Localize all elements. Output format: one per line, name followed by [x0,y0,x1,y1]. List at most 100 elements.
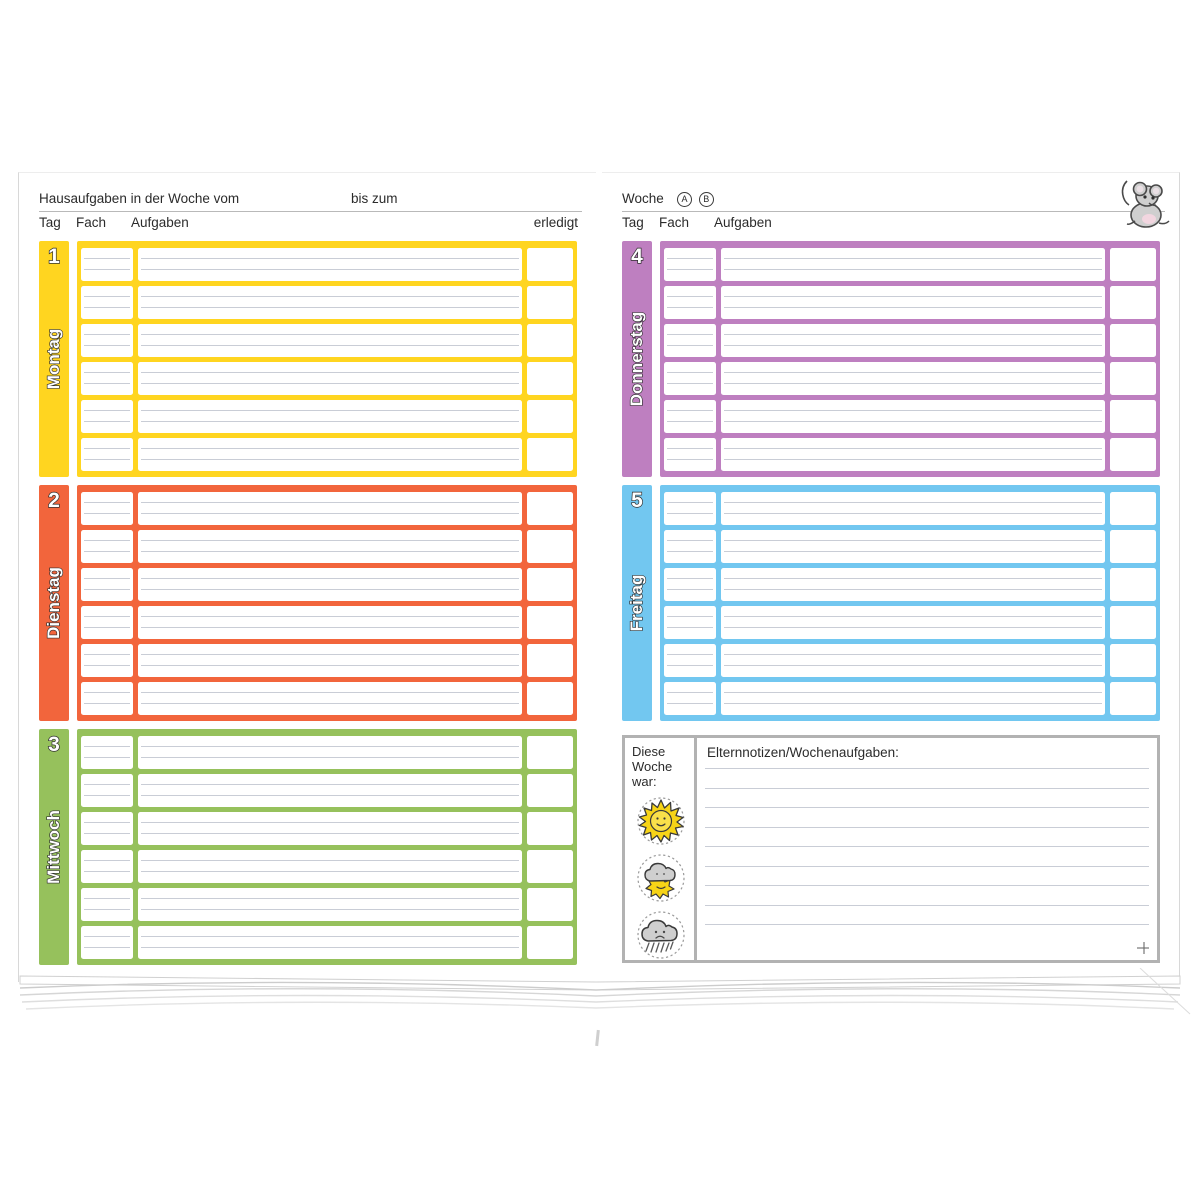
subject-cell[interactable] [81,491,133,525]
done-checkbox-cell[interactable] [527,323,573,357]
subject-cell[interactable] [664,529,716,563]
task-row[interactable] [81,771,573,809]
subject-cell[interactable] [664,491,716,525]
subject-cell[interactable] [81,399,133,433]
subject-cell[interactable] [81,887,133,921]
task-row[interactable] [81,527,573,565]
subject-cell[interactable] [81,643,133,677]
task-row[interactable] [664,359,1156,397]
subject-cell[interactable] [664,681,716,715]
task-row[interactable] [81,679,573,717]
task-row[interactable] [664,679,1156,717]
task-cell[interactable] [138,887,522,921]
subject-cell[interactable] [81,529,133,563]
task-row[interactable] [664,283,1156,321]
subject-cell[interactable] [664,361,716,395]
day-tab-mittwoch[interactable]: 3 Mittwoch [39,729,69,965]
task-cell[interactable] [138,399,522,433]
done-checkbox-cell[interactable] [527,849,573,883]
subject-cell[interactable] [81,681,133,715]
subject-cell[interactable] [81,437,133,471]
task-row[interactable] [81,641,573,679]
done-checkbox-cell[interactable] [527,491,573,525]
task-cell[interactable] [138,285,522,319]
sun-icon[interactable] [636,796,686,846]
task-row[interactable] [81,397,573,435]
task-cell[interactable] [138,849,522,883]
subject-cell[interactable] [81,811,133,845]
task-cell[interactable] [721,605,1105,639]
done-checkbox-cell[interactable] [527,605,573,639]
week-option-b[interactable]: B [698,192,714,207]
done-checkbox-cell[interactable] [527,643,573,677]
done-checkbox-cell[interactable] [527,887,573,921]
done-checkbox-cell[interactable] [1110,681,1156,715]
subject-cell[interactable] [81,773,133,807]
done-checkbox-cell[interactable] [1110,323,1156,357]
task-row[interactable] [664,565,1156,603]
subject-cell[interactable] [81,925,133,959]
task-row[interactable] [81,923,573,961]
done-checkbox-cell[interactable] [527,437,573,471]
subject-cell[interactable] [664,605,716,639]
done-checkbox-cell[interactable] [527,925,573,959]
task-cell[interactable] [138,361,522,395]
subject-cell[interactable] [81,361,133,395]
task-cell[interactable] [721,399,1105,433]
task-cell[interactable] [138,529,522,563]
task-cell[interactable] [138,735,522,769]
task-row[interactable] [81,359,573,397]
done-checkbox-cell[interactable] [1110,399,1156,433]
done-checkbox-cell[interactable] [527,735,573,769]
day-tab-donnerstag[interactable]: 4 Donnerstag [622,241,652,477]
task-cell[interactable] [138,605,522,639]
done-checkbox-cell[interactable] [527,567,573,601]
day-tab-montag[interactable]: 1 Montag [39,241,69,477]
task-row[interactable] [664,435,1156,473]
done-checkbox-cell[interactable] [527,773,573,807]
subject-cell[interactable] [81,735,133,769]
task-cell[interactable] [721,361,1105,395]
subject-cell[interactable] [664,437,716,471]
task-cell[interactable] [138,323,522,357]
subject-cell[interactable] [81,247,133,281]
task-row[interactable] [664,603,1156,641]
done-checkbox-cell[interactable] [527,529,573,563]
done-checkbox-cell[interactable] [1110,567,1156,601]
done-checkbox-cell[interactable] [1110,643,1156,677]
subject-cell[interactable] [664,399,716,433]
task-cell[interactable] [721,681,1105,715]
task-row[interactable] [664,527,1156,565]
done-checkbox-cell[interactable] [527,811,573,845]
week-option-a[interactable]: A [677,192,692,207]
done-checkbox-cell[interactable] [1110,605,1156,639]
done-checkbox-cell[interactable] [527,247,573,281]
done-checkbox-cell[interactable] [1110,529,1156,563]
done-checkbox-cell[interactable] [1110,285,1156,319]
subject-cell[interactable] [664,567,716,601]
subject-cell[interactable] [81,849,133,883]
done-checkbox-cell[interactable] [527,399,573,433]
task-cell[interactable] [138,925,522,959]
done-checkbox-cell[interactable] [1110,491,1156,525]
task-cell[interactable] [721,247,1105,281]
task-cell[interactable] [138,491,522,525]
done-checkbox-cell[interactable] [1110,361,1156,395]
task-row[interactable] [81,733,573,771]
task-row[interactable] [81,489,573,527]
sun-behind-cloud-icon[interactable] [636,853,686,903]
subject-cell[interactable] [664,323,716,357]
task-row[interactable] [81,847,573,885]
subject-cell[interactable] [81,323,133,357]
task-cell[interactable] [138,247,522,281]
task-row[interactable] [81,435,573,473]
task-row[interactable] [664,641,1156,679]
task-cell[interactable] [721,529,1105,563]
task-cell[interactable] [138,437,522,471]
subject-cell[interactable] [81,285,133,319]
task-cell[interactable] [138,681,522,715]
subject-cell[interactable] [81,567,133,601]
task-cell[interactable] [138,643,522,677]
task-cell[interactable] [721,567,1105,601]
done-checkbox-cell[interactable] [527,285,573,319]
